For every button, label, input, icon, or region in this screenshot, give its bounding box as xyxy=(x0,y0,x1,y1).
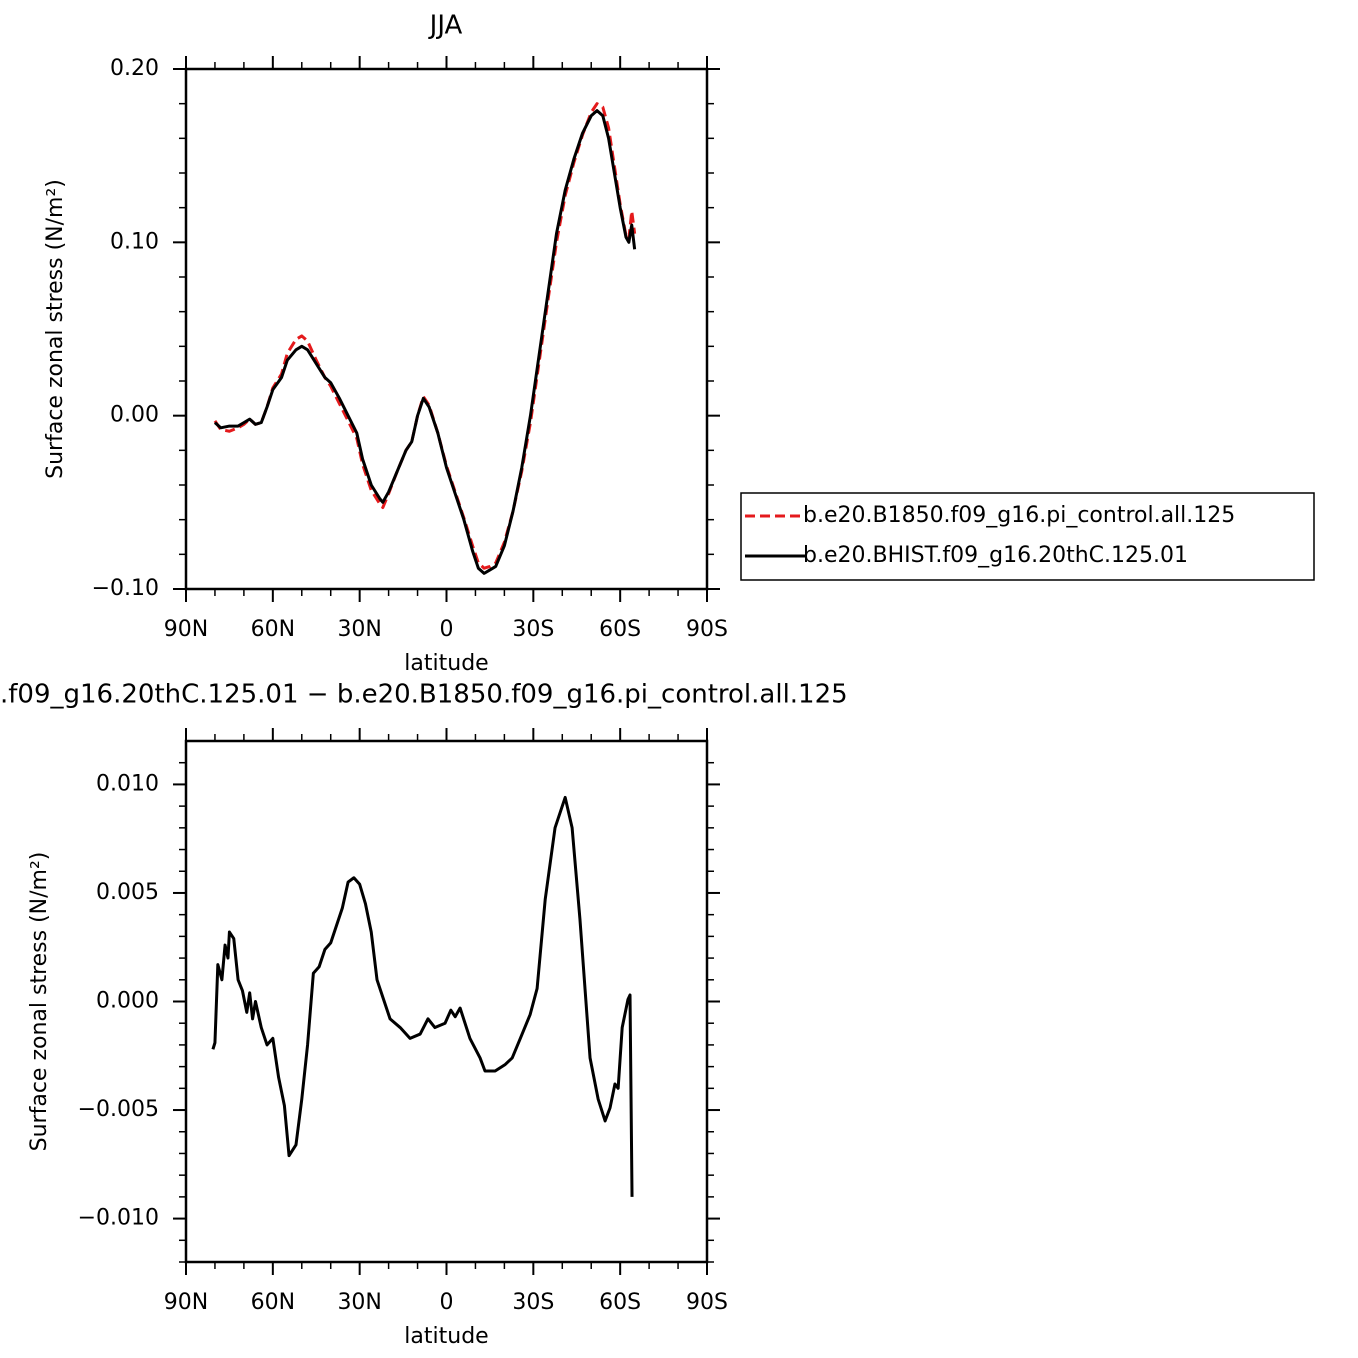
legend-label: b.e20.BHIST.f09_g16.20thC.125.01 xyxy=(803,543,1188,568)
x-tick-label: 0 xyxy=(440,617,454,642)
data-line xyxy=(211,795,634,1197)
plot-frame xyxy=(184,67,709,591)
plot: JJA 90N 60N 30N 0 30S 60S 90S 0.20 0.10 0.00 −0.10 l… xyxy=(43,11,1315,676)
x-tick-label: 60S xyxy=(599,1290,641,1315)
y-tick-label: 0.00 xyxy=(110,403,159,428)
y-axis-label: Surface zonal stress (N/m²) xyxy=(27,852,52,1152)
x-tick-label: 30S xyxy=(512,617,554,642)
x-tick-label: 60N xyxy=(251,1290,295,1315)
chart-title: .f09_g16.20thC.125.01 − b.e20.B1850.f09_… xyxy=(0,680,848,710)
y-tick-label: 0.005 xyxy=(96,880,159,905)
x-tick-label: 30N xyxy=(337,1290,381,1315)
x-tick-label: 90N xyxy=(164,1290,208,1315)
y-tick-label: 0.20 xyxy=(110,56,159,81)
data-line xyxy=(213,109,637,575)
y-tick-label: 0.000 xyxy=(96,989,159,1014)
y-tick-label: −0.005 xyxy=(78,1097,159,1122)
x-tick-label: 90S xyxy=(686,617,728,642)
x-tick-label: 0 xyxy=(440,1290,454,1315)
x-tick-label: 60S xyxy=(599,617,641,642)
y-tick-label: −0.010 xyxy=(78,1206,159,1231)
data-line xyxy=(213,102,637,570)
x-axis-label: latitude xyxy=(404,651,488,676)
x-tick-label: 90S xyxy=(686,1290,728,1315)
chart-title: JJA xyxy=(428,11,463,41)
x-axis-label: latitude xyxy=(404,1324,488,1349)
y-tick-label: 0.10 xyxy=(110,229,159,254)
legend-label: b.e20.B1850.f09_g16.pi_control.all.125 xyxy=(803,503,1235,528)
x-tick-label: 90N xyxy=(164,617,208,642)
x-tick-label: 30N xyxy=(337,617,381,642)
legend-box xyxy=(740,492,1315,581)
plot: .f09_g16.20thC.125.01 − b.e20.B1850.f09_… xyxy=(0,680,848,1350)
y-tick-label: 0.010 xyxy=(96,771,159,796)
x-tick-label: 60N xyxy=(251,617,295,642)
y-axis-label: Surface zonal stress (N/m²) xyxy=(43,179,68,479)
y-tick-label: −0.10 xyxy=(92,576,159,601)
x-tick-label: 30S xyxy=(512,1290,554,1315)
